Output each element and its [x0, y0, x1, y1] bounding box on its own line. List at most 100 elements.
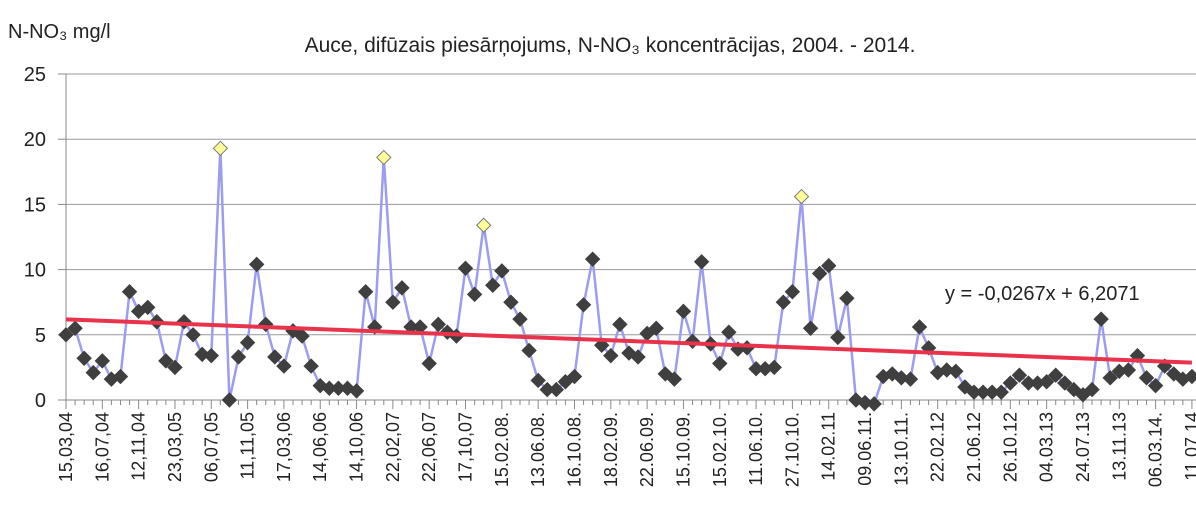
x-tick-label: 06,07,05 — [201, 412, 221, 482]
data-point — [140, 299, 156, 316]
data-point — [121, 284, 138, 300]
data-point — [512, 311, 528, 327]
data-point — [1011, 367, 1028, 383]
x-tick-label: 11.06.10. — [746, 412, 766, 486]
data-point — [158, 353, 174, 369]
y-tick-label: 25 — [24, 64, 46, 86]
data-point — [1038, 374, 1055, 390]
data-point — [693, 254, 710, 270]
data-point — [185, 327, 201, 343]
x-tick-label: 24.07.13 — [1073, 412, 1093, 482]
data-point — [294, 328, 310, 344]
data-point — [239, 334, 256, 351]
data-point — [457, 260, 474, 277]
x-tick-label: 22,02,07 — [383, 412, 403, 482]
data-point — [1093, 311, 1109, 327]
data-point — [94, 353, 111, 369]
data-point — [221, 392, 238, 408]
data-point — [530, 372, 546, 389]
y-tick-label: 0 — [35, 390, 46, 412]
data-point — [58, 327, 74, 343]
data-point — [612, 316, 628, 333]
data-point — [475, 217, 492, 233]
x-tick-label: 17,10,07 — [456, 412, 476, 482]
data-point — [67, 320, 83, 336]
trend-label: y = -0,0267x + 6,2071 — [945, 283, 1140, 305]
x-tick-label: 16,07,04 — [92, 412, 112, 482]
data-point — [575, 297, 592, 313]
data-point — [1184, 368, 1196, 385]
data-line — [65, 148, 1193, 406]
data-point — [1138, 370, 1155, 386]
x-tick-label: 26.10.12 — [1000, 412, 1020, 482]
x-tick-label: 17,03,06 — [274, 412, 294, 482]
data-point — [784, 284, 801, 300]
x-tick-label: 14,10,06 — [347, 412, 367, 482]
data-point — [675, 303, 692, 320]
data-point — [802, 320, 819, 336]
x-tick-label: 12,11,04 — [129, 412, 149, 481]
data-point — [258, 316, 274, 333]
data-point — [893, 370, 910, 386]
x-tick-label: 13.11.13 — [1109, 412, 1129, 481]
data-point — [911, 319, 928, 335]
data-point — [993, 384, 1009, 400]
x-tick-label: 14,06,06 — [310, 412, 330, 482]
data-point — [1048, 367, 1064, 383]
data-point — [721, 324, 737, 340]
x-tick-label: 04.03.13 — [1037, 412, 1057, 482]
data-point — [630, 349, 646, 365]
x-tick-label: 18.02.09. — [601, 412, 621, 487]
data-point — [485, 277, 501, 293]
data-point — [267, 349, 283, 365]
x-tick-label: 11,11,05 — [238, 412, 258, 479]
data-point — [76, 350, 92, 366]
x-tick-label: 15.02.08. — [492, 412, 512, 487]
data-point — [766, 359, 782, 376]
x-tick-label: 21.06.12 — [964, 412, 984, 482]
data-point — [194, 346, 210, 363]
y-tick-label: 5 — [35, 325, 46, 347]
data-point — [430, 316, 446, 333]
y-tick-label: 20 — [24, 129, 46, 151]
data-point — [821, 257, 837, 274]
y-axis-label: N-NO₃ mg/l — [8, 21, 111, 43]
data-point — [566, 368, 583, 385]
x-tick-label: 15,03,04 — [56, 412, 76, 482]
data-point — [839, 290, 855, 306]
data-point — [421, 355, 437, 372]
data-point — [466, 286, 483, 303]
data-point — [939, 362, 955, 378]
data-point — [712, 355, 728, 372]
data-point — [739, 340, 755, 356]
data-point — [276, 358, 292, 374]
x-tick-label: 27.10.10. — [782, 412, 802, 487]
data-point — [775, 294, 792, 310]
data-point — [866, 396, 882, 412]
data-point — [112, 368, 129, 385]
data-point — [385, 294, 401, 310]
x-tick-label: 06.03.14. — [1146, 412, 1166, 487]
data-point — [1147, 377, 1164, 394]
data-point — [902, 371, 919, 387]
data-point — [521, 342, 537, 359]
x-tick-label: 13.06.08. — [528, 412, 548, 487]
data-point — [548, 381, 565, 398]
data-point — [648, 320, 664, 336]
data-point — [494, 263, 510, 279]
x-tick-label: 15.10.09. — [673, 412, 693, 487]
data-point — [203, 347, 219, 364]
x-tick-label: 09.06.11. — [855, 412, 875, 486]
data-point — [248, 256, 265, 273]
data-point — [811, 265, 828, 282]
y-tick-label: 15 — [24, 194, 46, 216]
y-tick-label: 10 — [24, 260, 46, 282]
data-point — [666, 371, 683, 387]
x-tick-label: 13.10.11. — [891, 412, 911, 486]
data-point — [348, 383, 365, 399]
data-point — [793, 188, 810, 205]
data-point — [357, 284, 374, 300]
data-point — [1120, 362, 1137, 378]
x-tick-label: 22.06.09. — [637, 412, 657, 487]
